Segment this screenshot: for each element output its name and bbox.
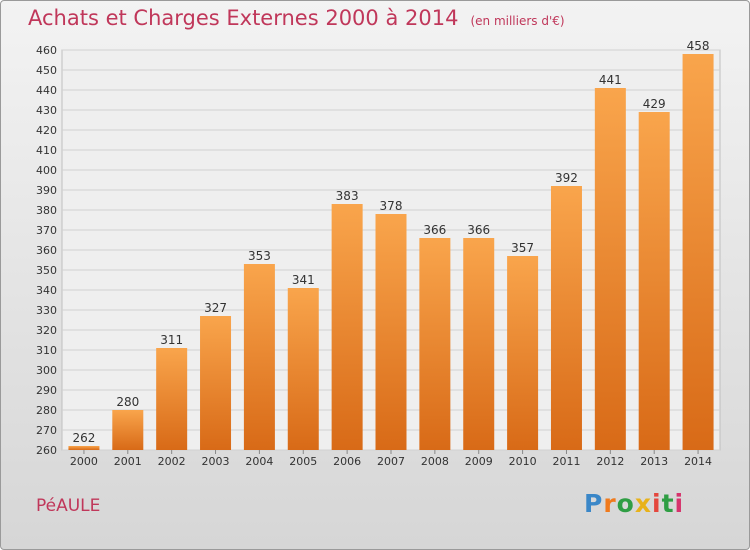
- logo-letter: x: [634, 489, 652, 518]
- y-tick-label: 340: [36, 284, 57, 297]
- logo-letter: P: [584, 489, 604, 518]
- x-tick-label: 2003: [202, 455, 230, 468]
- bar-value-label: 441: [599, 73, 622, 87]
- y-tick-label: 290: [36, 384, 57, 397]
- bar-value-label: 311: [160, 333, 183, 347]
- logo-letter: i: [652, 489, 662, 518]
- chart-title-text: Achats et Charges Externes 2000 à 2014: [28, 6, 459, 30]
- x-tick-label: 2008: [421, 455, 449, 468]
- y-tick-label: 420: [36, 124, 57, 137]
- y-tick-label: 380: [36, 204, 57, 217]
- x-tick-label: 2007: [377, 455, 405, 468]
- logo-letter: o: [616, 489, 635, 518]
- y-axis: 260 270 280 290 300 310 320 330 340 350 360 370 380 3…: [36, 44, 57, 457]
- bar-2000: [68, 446, 100, 450]
- bar-value-label: 429: [643, 97, 666, 111]
- bar-2014: [682, 54, 714, 450]
- bar-value-label: 366: [467, 223, 490, 237]
- x-tick-label: 2001: [114, 455, 142, 468]
- bar-value-label: 383: [336, 189, 359, 203]
- bar-value-label: 280: [116, 395, 139, 409]
- logo-letter: t: [661, 489, 675, 518]
- y-tick-label: 310: [36, 344, 57, 357]
- proxiti-logo: Proxiti: [584, 489, 684, 518]
- bars: 262 280 311 327 353 341 383 378 366 366 357 392 441 4…: [68, 39, 714, 450]
- y-tick-label: 360: [36, 244, 57, 257]
- bar-value-label: 341: [292, 273, 315, 287]
- place-name: PéAULE: [36, 496, 101, 516]
- y-tick-label: 330: [36, 304, 57, 317]
- y-tick-label: 260: [36, 444, 57, 457]
- bar-value-label: 327: [204, 301, 227, 315]
- y-tick-label: 400: [36, 164, 57, 177]
- bar-2010: [507, 256, 539, 450]
- bar-value-label: 366: [423, 223, 446, 237]
- logo-letter: i: [674, 489, 685, 518]
- x-tick-label: 2000: [70, 455, 98, 468]
- x-tick-label: 2011: [552, 455, 580, 468]
- bar-2001: [112, 410, 144, 450]
- x-tick-label: 2006: [333, 455, 361, 468]
- y-tick-label: 450: [36, 64, 57, 77]
- y-tick-label: 370: [36, 224, 57, 237]
- bar-value-label: 458: [687, 39, 710, 53]
- bar-2009: [463, 238, 495, 450]
- chart-title: Achats et Charges Externes 2000 à 2014 (e…: [28, 6, 565, 30]
- y-tick-label: 430: [36, 104, 57, 117]
- bar-2007: [375, 214, 407, 450]
- bar-value-label: 378: [380, 199, 403, 213]
- bar-2005: [287, 288, 319, 450]
- y-tick-label: 270: [36, 424, 57, 437]
- bar-2008: [419, 238, 451, 450]
- y-tick-label: 300: [36, 364, 57, 377]
- x-tick-label: 2004: [245, 455, 273, 468]
- y-tick-label: 320: [36, 324, 57, 337]
- x-tick-label: 2014: [684, 455, 712, 468]
- bar-2012: [594, 88, 626, 450]
- bar-value-label: 357: [511, 241, 534, 255]
- bar-2013: [638, 112, 670, 450]
- bar-value-label: 262: [72, 431, 95, 445]
- bar-value-label: 353: [248, 249, 271, 263]
- bar-2004: [243, 264, 275, 450]
- y-tick-label: 280: [36, 404, 57, 417]
- y-tick-label: 390: [36, 184, 57, 197]
- x-tick-label: 2005: [289, 455, 317, 468]
- chart-unit: (en milliers d'€): [470, 14, 565, 28]
- y-tick-label: 460: [36, 44, 57, 57]
- x-axis: 2000 2001 2002 2003 2004 2005 2006 2007 2008 2009…: [70, 450, 712, 468]
- logo-letter: r: [603, 489, 617, 518]
- bar-2006: [331, 204, 363, 450]
- bar-2002: [156, 348, 188, 450]
- x-tick-label: 2013: [640, 455, 668, 468]
- y-tick-label: 410: [36, 144, 57, 157]
- x-tick-label: 2009: [465, 455, 493, 468]
- bar-value-label: 392: [555, 171, 578, 185]
- x-tick-label: 2002: [158, 455, 186, 468]
- x-tick-label: 2010: [509, 455, 537, 468]
- y-tick-label: 350: [36, 264, 57, 277]
- x-tick-label: 2012: [596, 455, 624, 468]
- y-tick-label: 440: [36, 84, 57, 97]
- bar-2003: [200, 316, 232, 450]
- bar-2011: [550, 186, 582, 450]
